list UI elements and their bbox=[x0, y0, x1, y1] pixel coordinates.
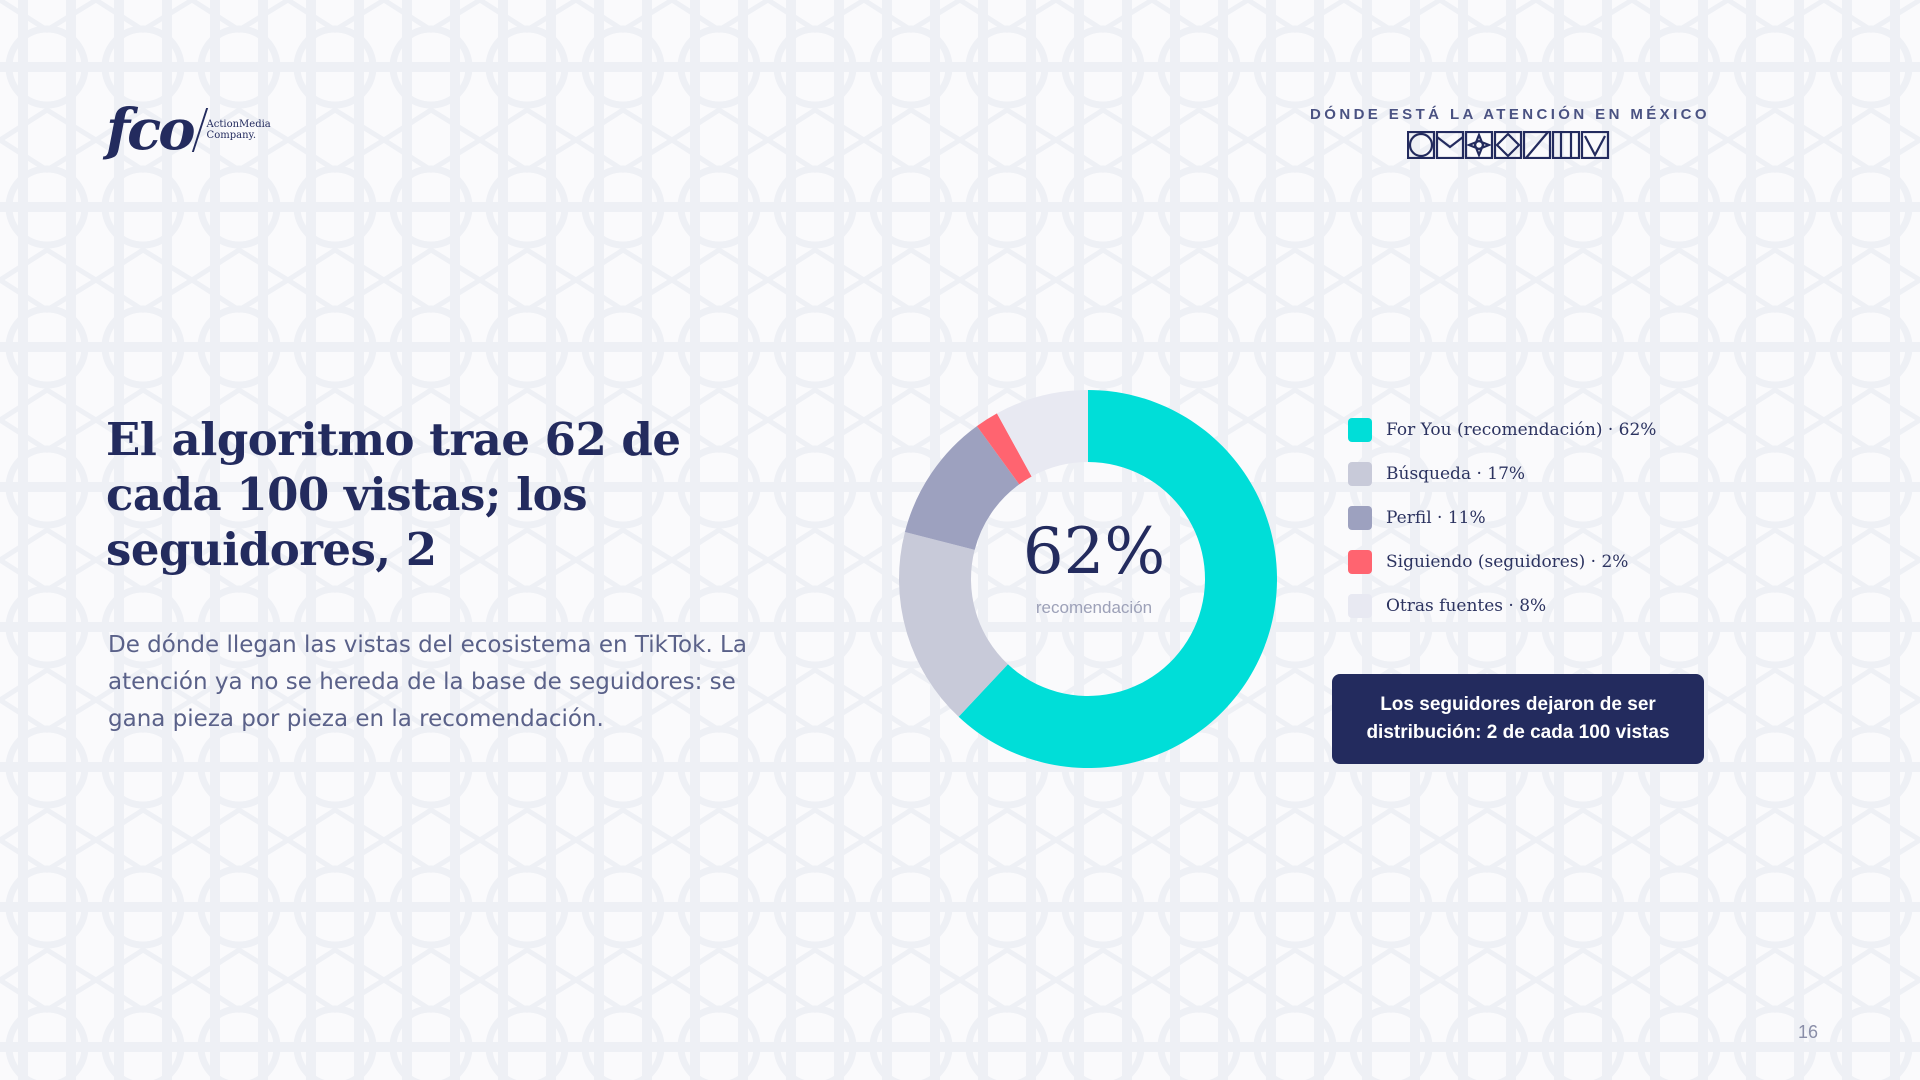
chart-legend: For You (recomendación) · 62% Búsqueda · … bbox=[1348, 408, 1656, 628]
logo-divider bbox=[191, 108, 208, 152]
section-glyph-row bbox=[1300, 131, 1720, 159]
logo-mark: fco bbox=[106, 97, 196, 163]
slash-glyph-icon bbox=[1522, 131, 1552, 159]
donut-slice-4 bbox=[976, 413, 1032, 485]
donut-center: 62% recomendación bbox=[944, 520, 1244, 618]
callout-text: Los seguidores dejaron de ser distribuci… bbox=[1366, 694, 1670, 743]
legend-item: Búsqueda · 17% bbox=[1348, 452, 1656, 496]
diamond-glyph-icon bbox=[1493, 131, 1523, 159]
star-glyph-icon bbox=[1464, 131, 1494, 159]
bars-glyph-icon bbox=[1551, 131, 1581, 159]
section-header: DÓNDE ESTÁ LA ATENCIÓN EN MÉXICO bbox=[1300, 106, 1720, 159]
legend-swatch bbox=[1348, 550, 1372, 574]
slide-body-text: De dónde llegan las vistas del ecosistem… bbox=[108, 632, 747, 732]
callout-box: Los seguidores dejaron de ser distribuci… bbox=[1332, 674, 1704, 764]
section-label: DÓNDE ESTÁ LA ATENCIÓN EN MÉXICO bbox=[1310, 106, 1710, 123]
legend-item: Siguiendo (seguidores) · 2% bbox=[1348, 540, 1656, 584]
legend-label: Perfil · 11% bbox=[1386, 508, 1486, 528]
donut-chart bbox=[899, 390, 1277, 768]
logo-tagline-line-2: Company. bbox=[206, 130, 257, 141]
company-logo: fco ActionMedia Company. bbox=[106, 102, 277, 158]
logo-tagline: ActionMedia Company. bbox=[207, 119, 277, 141]
logo-tagline-line-1: ActionMedia bbox=[206, 119, 271, 130]
legend-label: For You (recomendación) · 62% bbox=[1386, 420, 1657, 440]
donut-slice-3 bbox=[904, 426, 1020, 550]
donut-center-value: 62% bbox=[1022, 515, 1166, 589]
donut-slice-2 bbox=[899, 531, 1008, 717]
legend-label: Búsqueda · 17% bbox=[1386, 464, 1526, 484]
legend-item: Otras fuentes · 8% bbox=[1348, 584, 1656, 628]
donut-center-label: recomendación bbox=[1035, 598, 1153, 617]
legend-label: Otras fuentes · 8% bbox=[1386, 596, 1547, 616]
legend-item: For You (recomendación) · 62% bbox=[1348, 408, 1656, 452]
legend-label: Siguiendo (seguidores) · 2% bbox=[1386, 552, 1629, 572]
donut-slice-1 bbox=[958, 390, 1277, 768]
donut-slice-5 bbox=[996, 390, 1088, 477]
page-number: 16 bbox=[1797, 1022, 1818, 1042]
legend-item: Perfil · 11% bbox=[1348, 496, 1656, 540]
legend-swatch bbox=[1348, 506, 1372, 530]
slide-title: El algoritmo trae 62 de cada 100 vistas;… bbox=[106, 413, 681, 576]
legend-swatch bbox=[1348, 418, 1372, 442]
legend-swatch bbox=[1348, 462, 1372, 486]
circle-glyph-icon bbox=[1407, 131, 1436, 159]
envelope-glyph-icon bbox=[1435, 131, 1465, 159]
chevron-glyph-icon bbox=[1580, 131, 1610, 159]
legend-swatch bbox=[1348, 594, 1372, 618]
